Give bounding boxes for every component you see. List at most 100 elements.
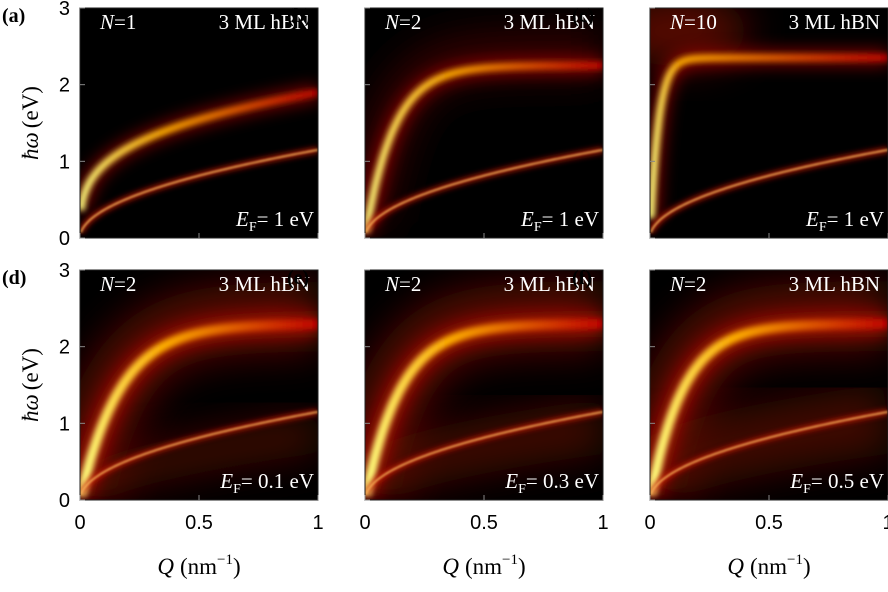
ef-value: = 1 eV bbox=[257, 207, 314, 231]
panel: 0 1 2 3 (a) N=1 3 ML hBN EF= 1 eV ħω (eV) bbox=[2, 0, 319, 250]
x-label-unit: (nm bbox=[465, 554, 502, 579]
dispersion-branch bbox=[80, 149, 318, 233]
material: 3 ML hBN bbox=[789, 10, 880, 34]
y-axis-label: ħω (eV) bbox=[18, 86, 43, 160]
x-tick-label: 0 bbox=[74, 512, 85, 534]
dispersion-branch bbox=[650, 318, 888, 496]
fermi-energy: EF= 0.3 eV bbox=[504, 469, 599, 497]
heatmap bbox=[650, 270, 888, 500]
panel-label: (a) bbox=[2, 5, 25, 27]
fermi-energy: EF= 1 eV bbox=[235, 207, 314, 235]
n-annotation: N=2 bbox=[99, 272, 136, 296]
y-tick-label: 3 bbox=[59, 260, 70, 282]
y-tick-label: 0 bbox=[59, 228, 70, 250]
dispersion-branch bbox=[365, 149, 603, 233]
x-label-exponent: −1 bbox=[217, 552, 233, 568]
panel: 0 1 2 3 0 0.5 1 (d) N=2 3 ML hBN EF= 0.1 eV ħω (eV) Q… bbox=[2, 260, 324, 579]
ef-subscript: F bbox=[534, 220, 542, 235]
n-symbol: N bbox=[99, 10, 115, 34]
ef-subscript: F bbox=[819, 220, 827, 235]
fermi-energy: EF= 1 eV bbox=[520, 207, 599, 235]
heatmap bbox=[365, 270, 603, 500]
material: 3 ML hBN bbox=[219, 272, 310, 296]
dispersion-branch bbox=[80, 411, 318, 495]
n-symbol: N bbox=[384, 10, 400, 34]
y-tick-label: 1 bbox=[59, 151, 70, 173]
panel-label: (d) bbox=[2, 267, 26, 289]
y-tick-label: 1 bbox=[59, 413, 70, 435]
ef-symbol: E bbox=[235, 207, 249, 231]
y-label-unit: (eV) bbox=[18, 86, 43, 128]
fermi-energy: EF= 1 eV bbox=[805, 207, 884, 235]
ef-value: = 0.1 eV bbox=[241, 469, 314, 493]
x-tick-label: 0 bbox=[359, 512, 370, 534]
x-tick-label: 1 bbox=[882, 512, 888, 534]
dispersion-branch bbox=[365, 411, 603, 495]
material: 3 ML hBN bbox=[504, 272, 595, 296]
heatmap bbox=[365, 8, 603, 238]
panel-label: (e) bbox=[287, 267, 309, 289]
y-tick-label: 2 bbox=[59, 75, 70, 97]
n-value: =2 bbox=[114, 272, 136, 296]
n-value: =1 bbox=[114, 10, 136, 34]
ef-symbol: E bbox=[789, 469, 803, 493]
y-tick-label: 0 bbox=[59, 490, 70, 512]
dispersion-branch bbox=[365, 318, 603, 497]
n-symbol: N bbox=[669, 10, 685, 34]
ef-symbol: E bbox=[805, 207, 819, 231]
heatmap bbox=[80, 270, 318, 500]
n-annotation: N=2 bbox=[384, 10, 421, 34]
x-tick-label: 0.5 bbox=[185, 512, 213, 534]
y-tick-label: 2 bbox=[59, 337, 70, 359]
ef-subscript: F bbox=[249, 220, 257, 235]
n-value: =2 bbox=[684, 272, 706, 296]
panel-label: (c) bbox=[572, 5, 594, 27]
y-tick-label: 3 bbox=[59, 0, 70, 20]
dispersion-branch bbox=[650, 54, 888, 219]
dispersion-branch bbox=[80, 88, 318, 211]
x-label-symbol: Q bbox=[727, 554, 744, 579]
panel-label: (b) bbox=[287, 5, 311, 27]
y-label-unit: (eV) bbox=[18, 348, 43, 390]
x-axis-label: Q (nm−1) bbox=[157, 552, 240, 579]
dispersion-branch bbox=[365, 62, 603, 233]
heatmap bbox=[80, 8, 318, 238]
x-label-exponent: −1 bbox=[502, 552, 518, 568]
x-axis-label: Q (nm−1) bbox=[442, 552, 525, 579]
x-tick-label: 0.5 bbox=[470, 512, 498, 534]
fermi-energy: EF= 0.5 eV bbox=[789, 469, 884, 497]
y-axis-label: ħω (eV) bbox=[18, 348, 43, 422]
n-annotation: N=2 bbox=[669, 272, 706, 296]
dispersion-branch bbox=[650, 149, 888, 233]
n-value: =2 bbox=[399, 272, 421, 296]
x-axis-label: Q (nm−1) bbox=[727, 552, 810, 579]
ef-value: = 0.5 eV bbox=[811, 469, 884, 493]
ef-symbol: E bbox=[219, 469, 233, 493]
y-label-symbol: ħω bbox=[18, 394, 43, 422]
ef-value: = 0.3 eV bbox=[526, 469, 599, 493]
ef-value: = 1 eV bbox=[542, 207, 599, 231]
n-symbol: N bbox=[99, 272, 115, 296]
x-tick-label: 0.5 bbox=[755, 512, 783, 534]
x-label-close: ) bbox=[233, 554, 241, 579]
material: 3 ML hBN bbox=[219, 10, 310, 34]
haze bbox=[80, 413, 318, 500]
material: 3 ML hBN bbox=[789, 272, 880, 296]
x-label-exponent: −1 bbox=[787, 552, 803, 568]
ef-symbol: E bbox=[504, 469, 518, 493]
x-label-unit: (nm bbox=[750, 554, 787, 579]
material: 3 ML hBN bbox=[504, 10, 595, 34]
x-label-unit: (nm bbox=[180, 554, 217, 579]
x-label-close: ) bbox=[518, 554, 526, 579]
n-value: =2 bbox=[399, 10, 421, 34]
ef-value: = 1 eV bbox=[827, 207, 884, 231]
ef-symbol: E bbox=[520, 207, 534, 231]
panel: 0 0.5 1 (e) N=2 3 ML hBN EF= 0.3 eV Q (nm−1) bbox=[287, 267, 609, 579]
ef-subscript: F bbox=[803, 482, 811, 497]
panel: (b) N=2 3 ML hBN EF= 1 eV bbox=[287, 5, 604, 239]
n-symbol: N bbox=[384, 272, 400, 296]
panel: 0 0.5 1 (f) N=2 3 ML hBN EF= 0.5 eV Q(nm−1) bbox=[572, 267, 888, 579]
x-tick-label: 0 bbox=[644, 512, 655, 534]
n-annotation: N=2 bbox=[384, 272, 421, 296]
